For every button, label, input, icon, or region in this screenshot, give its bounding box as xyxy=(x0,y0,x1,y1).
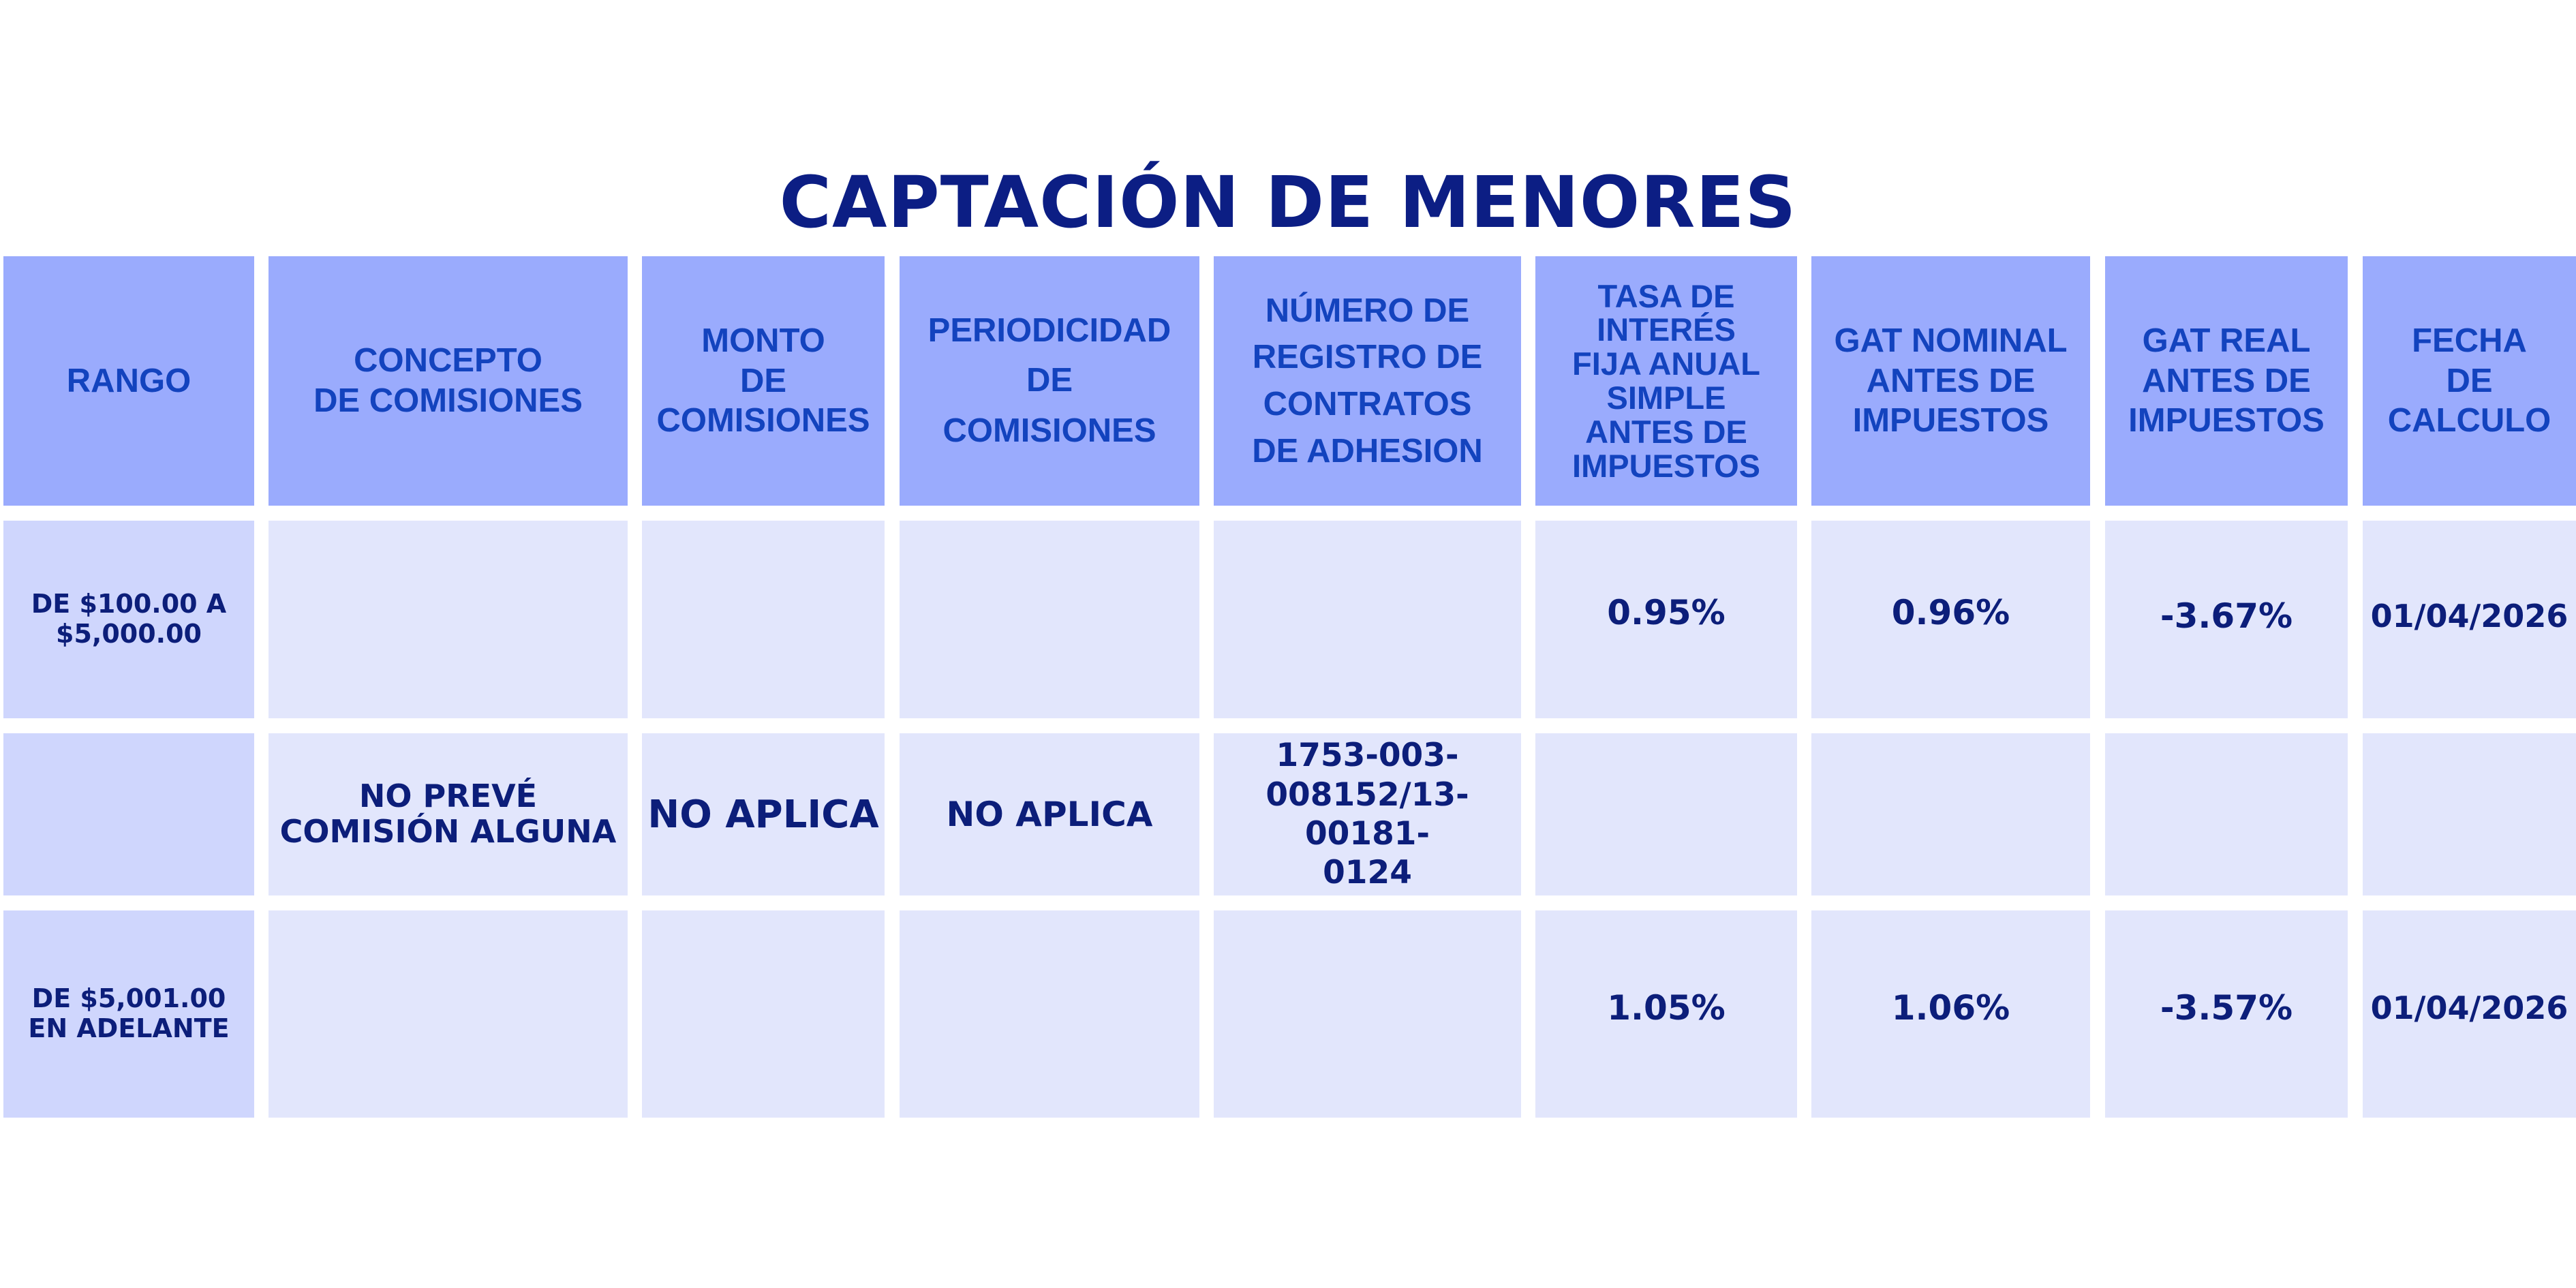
table-row-2-registro: 1753-003- 008152/13-00181- 0124 xyxy=(1214,733,1521,895)
row-3-tasa-value: 1.05% xyxy=(1607,988,1726,1028)
table-row-2-rango xyxy=(3,733,254,895)
header-fecha-label: FECHA DE CALCULO xyxy=(2387,322,2551,440)
table-row-3-rango: DE $5,001.00 EN ADELANTE xyxy=(3,910,254,1118)
header-periodicidad: PERIODICIDAD DE COMISIONES xyxy=(900,256,1199,506)
table-row-2-monto: NO APLICA xyxy=(642,733,885,895)
header-gat-nominal-label: GAT NOMINAL ANTES DE IMPUESTOS xyxy=(1834,322,2068,440)
table-row-1-fecha: 01/04/2026 xyxy=(2363,521,2576,718)
header-fecha: FECHA DE CALCULO xyxy=(2363,256,2576,506)
header-concepto-label: CONCEPTO DE COMISIONES xyxy=(313,342,583,419)
row-3-rango-text: DE $5,001.00 EN ADELANTE xyxy=(28,983,230,1043)
row-3-gat-real-value: -3.57% xyxy=(2160,988,2293,1028)
header-tasa: TASA DE INTERÉS FIJA ANUAL SIMPLE ANTES … xyxy=(1535,256,1797,506)
header-gat-real: GAT REAL ANTES DE IMPUESTOS xyxy=(2105,256,2348,506)
table-row-1-periodicidad xyxy=(900,521,1199,718)
page-title: CAPTACIÓN DE MENORES xyxy=(779,161,1797,244)
row-1-rango-text: DE $100.00 A $5,000.00 xyxy=(31,589,227,649)
table-row-3-concepto xyxy=(269,910,628,1118)
header-rango: RANGO xyxy=(3,256,254,506)
table-row-2-periodicidad: NO APLICA xyxy=(900,733,1199,895)
row-2-periodicidad-text: NO APLICA xyxy=(946,795,1153,834)
table-row-1-gat-real: -3.67% xyxy=(2105,521,2348,718)
table-row-3-tasa: 1.05% xyxy=(1535,910,1797,1118)
table-row-1-tasa: 0.95% xyxy=(1535,521,1797,718)
table-row-3-gat-nominal: 1.06% xyxy=(1811,910,2090,1118)
table-row-2-fecha xyxy=(2363,733,2576,895)
table-row-3-fecha: 01/04/2026 xyxy=(2363,910,2576,1118)
row-1-gat-real-value: -3.67% xyxy=(2160,596,2293,636)
header-periodicidad-label: PERIODICIDAD DE COMISIONES xyxy=(927,311,1171,449)
header-monto: MONTO DE COMISIONES xyxy=(642,256,885,506)
row-1-tasa-value: 0.95% xyxy=(1607,593,1726,632)
row-3-fecha-value: 01/04/2026 xyxy=(2370,990,2569,1026)
table-row-2-gat-nominal xyxy=(1811,733,2090,895)
row-3-gat-nominal-value: 1.06% xyxy=(1891,988,2010,1028)
table-row-2-gat-real xyxy=(2105,733,2348,895)
row-1-fecha-value: 01/04/2026 xyxy=(2370,598,2569,634)
table-row-1-concepto xyxy=(269,521,628,718)
table-row-3-periodicidad xyxy=(900,910,1199,1118)
table-row-1-gat-nominal: 0.96% xyxy=(1811,521,2090,718)
header-rango-label: RANGO xyxy=(66,362,191,399)
header-registro: NÚMERO DE REGISTRO DE CONTRATOS DE ADHES… xyxy=(1214,256,1521,506)
table-row-3-registro xyxy=(1214,910,1521,1118)
table-row-1-registro xyxy=(1214,521,1521,718)
header-gat-real-label: GAT REAL ANTES DE IMPUESTOS xyxy=(2128,322,2325,440)
header-gat-nominal: GAT NOMINAL ANTES DE IMPUESTOS xyxy=(1811,256,2090,506)
table-row-3-gat-real: -3.57% xyxy=(2105,910,2348,1118)
table-row-1-monto xyxy=(642,521,885,718)
header-concepto: CONCEPTO DE COMISIONES xyxy=(269,256,628,506)
header-monto-label: MONTO DE COMISIONES xyxy=(656,322,870,440)
table-row-2-concepto: NO PREVÉ COMISIÓN ALGUNA xyxy=(269,733,628,895)
table-row-1-rango: DE $100.00 A $5,000.00 xyxy=(3,521,254,718)
table-row-3-monto xyxy=(642,910,885,1118)
table-row-2-tasa xyxy=(1535,733,1797,895)
row-2-concepto-text: NO PREVÉ COMISIÓN ALGUNA xyxy=(279,778,617,850)
row-2-monto-text: NO APLICA xyxy=(647,792,879,837)
header-registro-label: NÚMERO DE REGISTRO DE CONTRATOS DE ADHES… xyxy=(1252,292,1483,470)
row-1-gat-nominal-value: 0.96% xyxy=(1891,593,2010,632)
header-tasa-label: TASA DE INTERÉS FIJA ANUAL SIMPLE ANTES … xyxy=(1572,277,1760,484)
row-2-registro-text: 1753-003- 008152/13-00181- 0124 xyxy=(1266,737,1469,892)
